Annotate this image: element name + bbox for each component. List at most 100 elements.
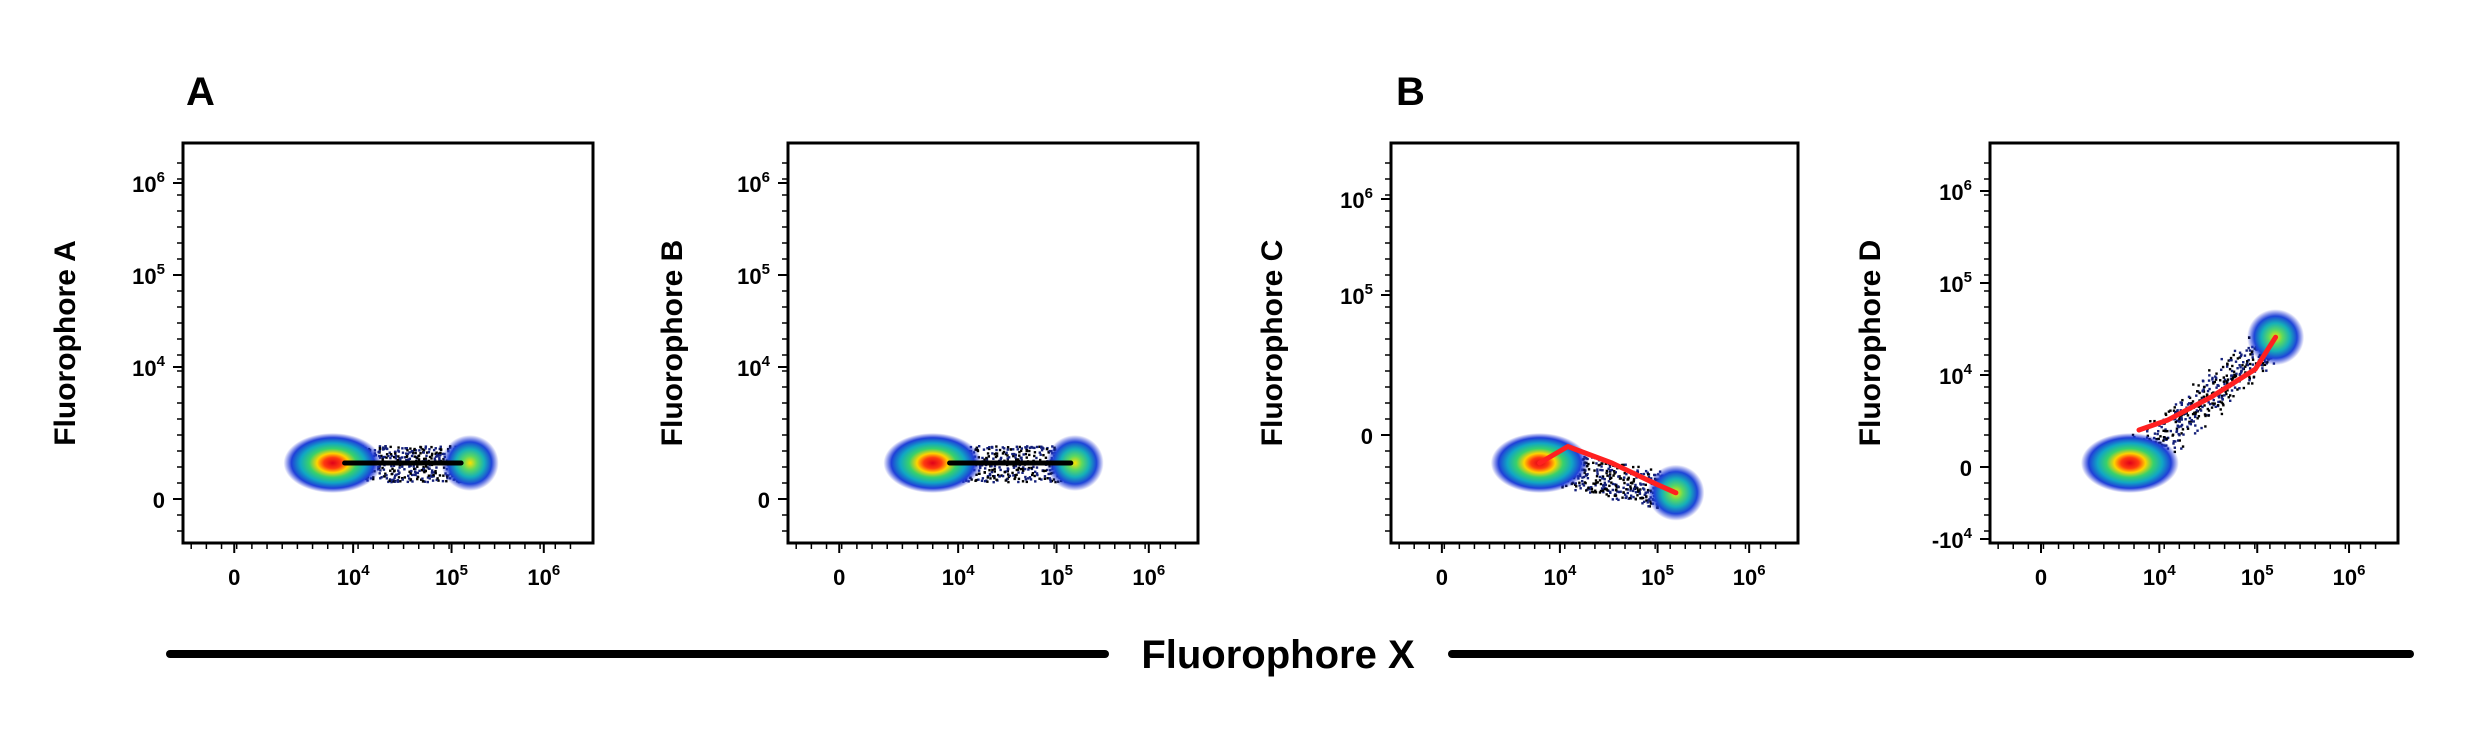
scatter-dot <box>2164 429 2167 433</box>
scatter-dot <box>396 478 400 482</box>
scatter-dot <box>411 449 414 453</box>
scatter-dot <box>2230 374 2234 377</box>
scatter-dot <box>2244 371 2247 374</box>
scatter-dot <box>2162 429 2165 432</box>
scatter-dot <box>408 465 411 468</box>
scatter-dot <box>2214 376 2218 380</box>
scatter-dot <box>1622 491 1625 494</box>
scatter-dot <box>2211 378 2214 381</box>
scatter-dot <box>2163 438 2166 441</box>
scatter-dot <box>393 474 397 477</box>
scatter-dot <box>2246 363 2250 367</box>
scatter-dot <box>2247 346 2250 350</box>
scatter-dot <box>1018 450 1021 454</box>
scatter-dot <box>1038 477 1041 480</box>
scatter-dot <box>383 455 386 459</box>
scatter-dot <box>1594 491 1598 494</box>
scatter-dot <box>1629 485 1632 488</box>
scatter-dot <box>983 480 987 483</box>
scatter-dot <box>2212 382 2215 385</box>
scatter-dot <box>1012 474 1015 477</box>
scatter-dot <box>1014 475 1017 479</box>
scatter-dot <box>1614 494 1618 497</box>
scatter-dot <box>445 480 448 483</box>
scatter-dot <box>1583 481 1587 484</box>
scatter-dot <box>2246 360 2249 363</box>
scatter-dot <box>2225 380 2228 383</box>
scatter-dot <box>2226 389 2229 392</box>
scatter-dot <box>1611 488 1615 492</box>
scatter-dot <box>1649 468 1653 471</box>
scatter-dot <box>1036 473 1039 477</box>
scatter-dot <box>1031 472 1035 475</box>
scatter-dot <box>1049 478 1052 481</box>
scatter-dot <box>1626 483 1629 486</box>
scatter-dot <box>1024 475 1027 479</box>
scatter-dot <box>420 468 424 472</box>
scatter-dot <box>439 448 443 452</box>
scatter-dot <box>2221 398 2224 401</box>
scatter-dot <box>427 474 431 477</box>
scatter-dot <box>387 480 390 484</box>
scatter-dot <box>1001 446 1005 449</box>
scatter-dot <box>417 454 420 458</box>
scatter-dot <box>1011 452 1014 456</box>
scatter-dot <box>410 454 414 458</box>
scatter-dot <box>1625 488 1628 491</box>
scatter-dot <box>430 445 433 449</box>
scatter-dot <box>991 446 994 449</box>
scatter-dot <box>436 455 439 458</box>
scatter-dot <box>426 466 429 469</box>
scatter-dot <box>1596 472 1599 476</box>
scatter-dot <box>2212 403 2215 407</box>
scatter-dot <box>2207 401 2210 404</box>
scatter-dot <box>1617 475 1620 478</box>
scatter-dot <box>1622 463 1625 467</box>
scatter-dot <box>414 471 418 475</box>
scatter-dot <box>2201 390 2204 393</box>
scatter-dot <box>431 452 434 456</box>
scatter-dot <box>382 448 385 451</box>
scatter-dot <box>1646 471 1649 474</box>
scatter-dot <box>2206 389 2210 393</box>
scatter-dot <box>2201 397 2204 400</box>
scatter-dot <box>396 480 400 483</box>
population-dense-core <box>283 433 382 493</box>
scatter-dot <box>2217 396 2221 399</box>
scatter-dot <box>416 465 419 468</box>
scatter-dot <box>414 451 417 455</box>
scatter-dot <box>1621 496 1624 499</box>
scatter-dot <box>2204 425 2207 428</box>
scatter-dot <box>1013 452 1016 456</box>
scatter-dot <box>1615 485 1618 489</box>
scatter-dot <box>2221 402 2225 406</box>
scatter-dot <box>998 448 1002 452</box>
scatter-dot <box>2199 404 2202 408</box>
scatter-dot <box>1609 469 1612 472</box>
scatter-dot <box>424 445 428 448</box>
scatter-dot <box>1592 461 1595 465</box>
scatter-dot <box>2229 399 2232 402</box>
scatter-dot <box>1639 488 1642 491</box>
scatter-dot <box>430 454 434 457</box>
scatter-dot <box>397 455 400 458</box>
scatter-dot <box>2245 349 2248 352</box>
scatter-dot <box>2191 412 2195 416</box>
y-axis-label: Fluorophore C <box>1256 240 1289 447</box>
scatter-dot <box>2198 391 2201 395</box>
scatter-dot <box>2166 429 2169 433</box>
scatter-dot <box>2201 379 2205 382</box>
scatter-dot <box>1030 473 1034 477</box>
scatter-dot <box>2164 437 2167 440</box>
scatter-dot <box>392 470 396 473</box>
scatter-dot <box>406 452 410 456</box>
scatter-dot <box>995 452 999 455</box>
scatter-dot <box>2216 383 2219 387</box>
scatter-dot <box>1018 445 1021 449</box>
scatter-dot <box>1590 486 1593 489</box>
y-tick-label: 104 <box>132 353 165 381</box>
scatter-dot <box>385 456 388 459</box>
scatter-dot <box>2239 371 2243 374</box>
scatter-dot <box>1608 484 1611 488</box>
scatter-dot <box>419 445 422 449</box>
